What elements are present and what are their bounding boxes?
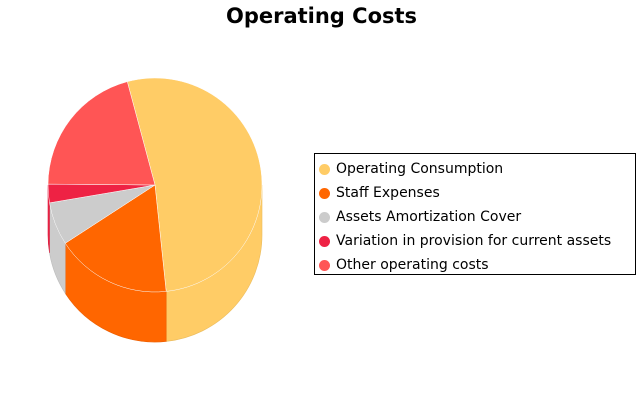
legend-label-3: Assets Amortization Cover [336, 209, 522, 225]
legend-item-5: Other operating costs [315, 253, 635, 277]
legend-item-1: Operating Consumption [315, 157, 635, 181]
legend-swatch-4 [319, 235, 330, 247]
pie-slice-1 [126, 77, 263, 292]
legend-label-2: Staff Expenses [336, 185, 440, 201]
chart-title: Operating Costs [225, 4, 418, 28]
legend-item-3: Assets Amortization Cover [315, 205, 635, 229]
pie-slice-2 [64, 184, 167, 293]
legend-item-4: Variation in provision for current asset… [315, 229, 635, 253]
legend-label-4: Variation in provision for current asset… [336, 233, 612, 249]
legend-swatch-1 [319, 163, 330, 175]
legend-label-1: Operating Consumption [336, 161, 504, 177]
legend-swatch-2 [319, 187, 330, 199]
legend-swatch-3 [319, 211, 330, 223]
pie-slice-5 [47, 81, 156, 186]
pie-side-walls [47, 184, 263, 343]
legend-swatch-5 [319, 259, 330, 271]
chart-legend: Operating Consumption Staff Expenses Asset… [314, 153, 636, 275]
legend-item-2: Staff Expenses [315, 181, 635, 205]
pie-slices [47, 77, 263, 293]
legend-label-5: Other operating costs [336, 257, 489, 273]
